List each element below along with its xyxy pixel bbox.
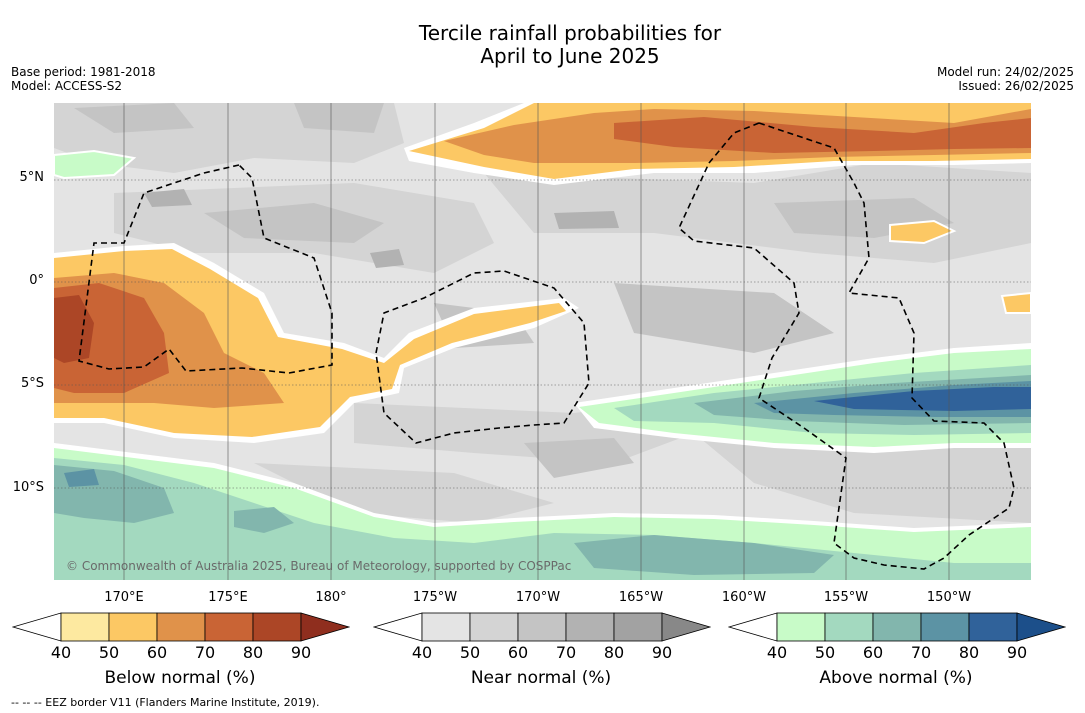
above-normal-patch-nw bbox=[54, 149, 137, 180]
title-line-2: April to June 2025 bbox=[480, 44, 660, 68]
rainfall-map bbox=[54, 103, 1031, 580]
colorbar-above-tick: 70 bbox=[910, 643, 932, 662]
lon-label-155w: 155°W bbox=[823, 590, 869, 605]
colorbar-near-tick: 40 bbox=[411, 643, 433, 662]
colorbar-below-tick: 50 bbox=[98, 643, 120, 662]
colorbar-above-over bbox=[1016, 612, 1066, 642]
lat-label-10s: 10°S bbox=[12, 480, 44, 495]
copyright-notice: © Commonwealth of Australia 2025, Bureau… bbox=[66, 559, 572, 573]
meridians bbox=[123, 103, 950, 580]
lon-label-175w: 175°W bbox=[412, 590, 458, 605]
colorbar-above-tick: 80 bbox=[958, 643, 980, 662]
colorbar-above-bin-3 bbox=[920, 612, 970, 642]
colorbar-above-bin-0 bbox=[776, 612, 826, 642]
colorbar-above-bin-1 bbox=[824, 612, 874, 642]
lon-label-175e: 175°E bbox=[208, 590, 248, 605]
below-normal-north-band bbox=[404, 103, 1031, 314]
colorbar-label-above: Above normal (%) bbox=[819, 668, 973, 688]
colorbar-below-bin-3 bbox=[204, 612, 254, 642]
colorbar-near-over bbox=[661, 612, 711, 642]
below-normal-west-lobe bbox=[54, 243, 579, 443]
lat-label-0: 0° bbox=[29, 273, 44, 288]
colorbar-near-bin-2 bbox=[517, 612, 567, 642]
colorbar-near-tick: 90 bbox=[651, 643, 673, 662]
colorbar-below-bin-1 bbox=[108, 612, 158, 642]
colorbar-above bbox=[728, 612, 1066, 642]
colorbar-above-bin-4 bbox=[968, 612, 1018, 642]
colorbar-below-under bbox=[12, 612, 62, 642]
lat-label-5s: 5°S bbox=[20, 376, 44, 391]
near-normal-70-zones bbox=[144, 189, 619, 268]
colorbar-above-tick: 60 bbox=[862, 643, 884, 662]
above-normal-east-band bbox=[574, 343, 1031, 453]
colorbar-below-tick: 80 bbox=[242, 643, 264, 662]
lat-label-5n: 5°N bbox=[19, 170, 45, 185]
title-line-1: Tercile rainfall probabilities for bbox=[418, 21, 722, 45]
colorbar-below-bin-2 bbox=[156, 612, 206, 642]
colorbar-near bbox=[373, 612, 711, 642]
colorbar-near-bin-0 bbox=[421, 612, 471, 642]
lon-label-150w: 150°W bbox=[926, 590, 972, 605]
colorbar-near-tick: 70 bbox=[555, 643, 577, 662]
colorbar-above-bin-2 bbox=[872, 612, 922, 642]
meta-right: Model run: 24/02/2025 Issued: 26/02/2025 bbox=[937, 65, 1074, 93]
near-normal-60-zones bbox=[74, 103, 954, 478]
above-normal-south-band bbox=[54, 443, 1031, 580]
colorbar-below bbox=[12, 612, 350, 642]
map-canvas bbox=[54, 103, 1031, 580]
colorbar-below-over bbox=[300, 612, 350, 642]
map-title: Tercile rainfall probabilities for April… bbox=[0, 22, 1085, 68]
colorbar-near-tick: 50 bbox=[459, 643, 481, 662]
colorbar-below-tick: 40 bbox=[50, 643, 72, 662]
model-run: Model run: 24/02/2025 bbox=[936, 65, 1074, 79]
colorbar-near-bin-1 bbox=[469, 612, 519, 642]
eez-borders bbox=[78, 122, 1015, 570]
meta-left: Base period: 1981-2018 Model: ACCESS-S2 bbox=[11, 65, 156, 93]
colorbar-below-tick: 60 bbox=[146, 643, 168, 662]
colorbar-below-bin-0 bbox=[60, 612, 110, 642]
colorbar-below-bin-4 bbox=[252, 612, 302, 642]
colorbar-above-tick: 90 bbox=[1006, 643, 1028, 662]
colorbar-below-tick: 70 bbox=[194, 643, 216, 662]
colorbar-below-tick: 90 bbox=[290, 643, 312, 662]
colorbar-above-tick: 40 bbox=[766, 643, 788, 662]
colorbar-above-tick: 50 bbox=[814, 643, 836, 662]
lon-label-165w: 165°W bbox=[618, 590, 664, 605]
colorbar-above-under bbox=[728, 612, 778, 642]
colorbar-near-tick: 80 bbox=[603, 643, 625, 662]
colorbar-label-near: Near normal (%) bbox=[470, 668, 612, 688]
colorbar-near-bin-4 bbox=[613, 612, 663, 642]
lon-label-170w: 170°W bbox=[515, 590, 561, 605]
issued-date: Issued: 26/02/2025 bbox=[958, 79, 1074, 93]
lon-label-160w: 160°W bbox=[721, 590, 767, 605]
colorbar-near-bin-3 bbox=[565, 612, 615, 642]
colorbar-near-under bbox=[373, 612, 423, 642]
lon-label-180: 180° bbox=[315, 590, 347, 605]
colorbar-near-tick: 60 bbox=[507, 643, 529, 662]
lon-label-170e: 170°E bbox=[104, 590, 144, 605]
base-period: Base period: 1981-2018 bbox=[11, 65, 156, 79]
model-name: Model: ACCESS-S2 bbox=[11, 79, 123, 93]
eez-footnote: -- -- -- EEZ border V11 (Flanders Marine… bbox=[11, 696, 320, 709]
colorbar-label-below: Below normal (%) bbox=[104, 668, 256, 688]
